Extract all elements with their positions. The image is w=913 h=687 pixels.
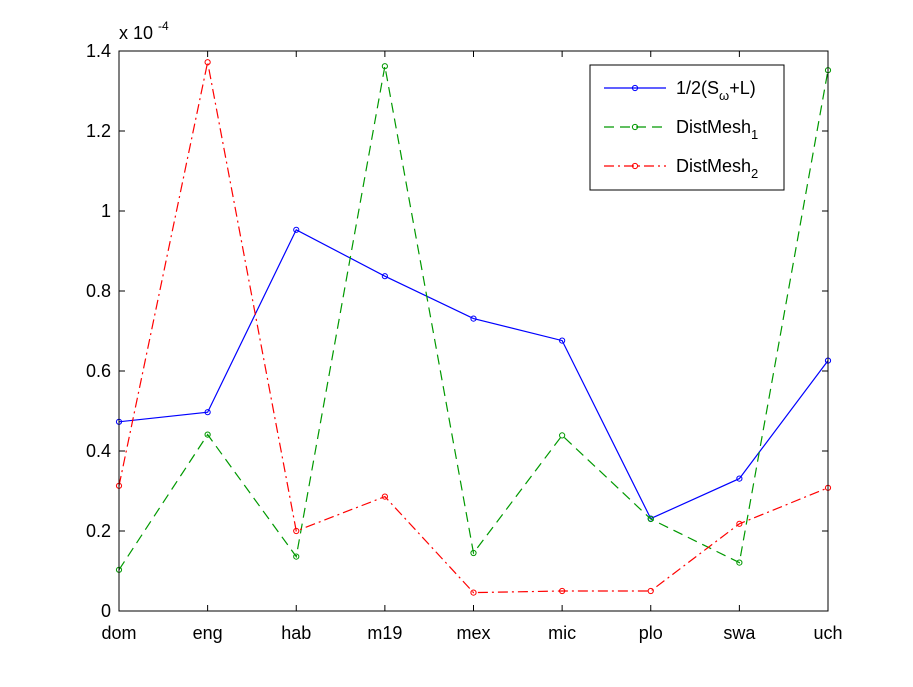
legend: 1/2(Sω+L) DistMesh1 DistMesh2 bbox=[589, 64, 785, 191]
data-point bbox=[293, 527, 300, 535]
legend-label: DistMesh1 bbox=[676, 117, 758, 142]
x-tick-label: dom bbox=[101, 623, 136, 643]
data-point bbox=[736, 475, 743, 482]
y-scale-label: x 10 -4 bbox=[119, 19, 169, 43]
y-tick-label: 0 bbox=[101, 601, 111, 621]
data-point bbox=[559, 432, 566, 439]
data-point bbox=[381, 63, 388, 70]
data-point bbox=[647, 515, 654, 523]
y-tick-label: 0.6 bbox=[86, 361, 111, 381]
data-point bbox=[470, 315, 477, 322]
x-tick-label: uch bbox=[813, 623, 842, 643]
y-tick-label: 1.2 bbox=[86, 121, 111, 141]
data-point bbox=[470, 589, 477, 596]
data-point bbox=[204, 59, 211, 66]
legend-marker bbox=[631, 162, 639, 170]
y-scale-base: x 10 bbox=[119, 23, 153, 43]
y-tick-label: 0.4 bbox=[86, 441, 111, 461]
data-point bbox=[204, 409, 211, 416]
y-scale-exponent: -4 bbox=[158, 19, 169, 33]
x-tick-label: plo bbox=[639, 623, 663, 643]
x-tick-label: hab bbox=[281, 623, 311, 643]
x-axis: dom eng hab m19 mex mic plo swa uch bbox=[101, 51, 843, 643]
x-tick-label: mex bbox=[456, 623, 490, 643]
legend-label: 1/2(Sω+L) bbox=[676, 78, 756, 103]
y-tick-label: 0.8 bbox=[86, 281, 111, 301]
y-tick-label: 0.2 bbox=[86, 521, 111, 541]
x-tick-label: swa bbox=[723, 623, 756, 643]
data-point bbox=[559, 587, 566, 595]
data-point bbox=[293, 553, 300, 560]
data-point bbox=[381, 493, 388, 500]
series-line bbox=[118, 228, 829, 520]
series-line bbox=[118, 62, 829, 594]
data-point bbox=[293, 226, 300, 233]
x-tick-label: mic bbox=[548, 623, 576, 643]
data-point bbox=[470, 549, 477, 557]
y-tick-label: 1.4 bbox=[86, 41, 111, 61]
data-point bbox=[204, 431, 211, 438]
data-point bbox=[559, 337, 566, 344]
y-axis: 0 0.2 0.4 0.6 0.8 1 1.2 1.4 bbox=[86, 41, 828, 621]
data-point bbox=[736, 559, 743, 566]
legend-marker bbox=[631, 84, 639, 92]
legend-marker bbox=[631, 123, 639, 131]
x-tick-label: eng bbox=[193, 623, 223, 643]
x-tick-label: m19 bbox=[367, 623, 402, 643]
data-point bbox=[647, 587, 654, 595]
series-line bbox=[118, 66, 829, 571]
legend-label: DistMesh2 bbox=[676, 156, 758, 181]
data-point bbox=[736, 520, 743, 527]
plot-area bbox=[115, 59, 832, 596]
y-tick-label: 1 bbox=[101, 201, 111, 221]
data-point bbox=[381, 273, 388, 280]
